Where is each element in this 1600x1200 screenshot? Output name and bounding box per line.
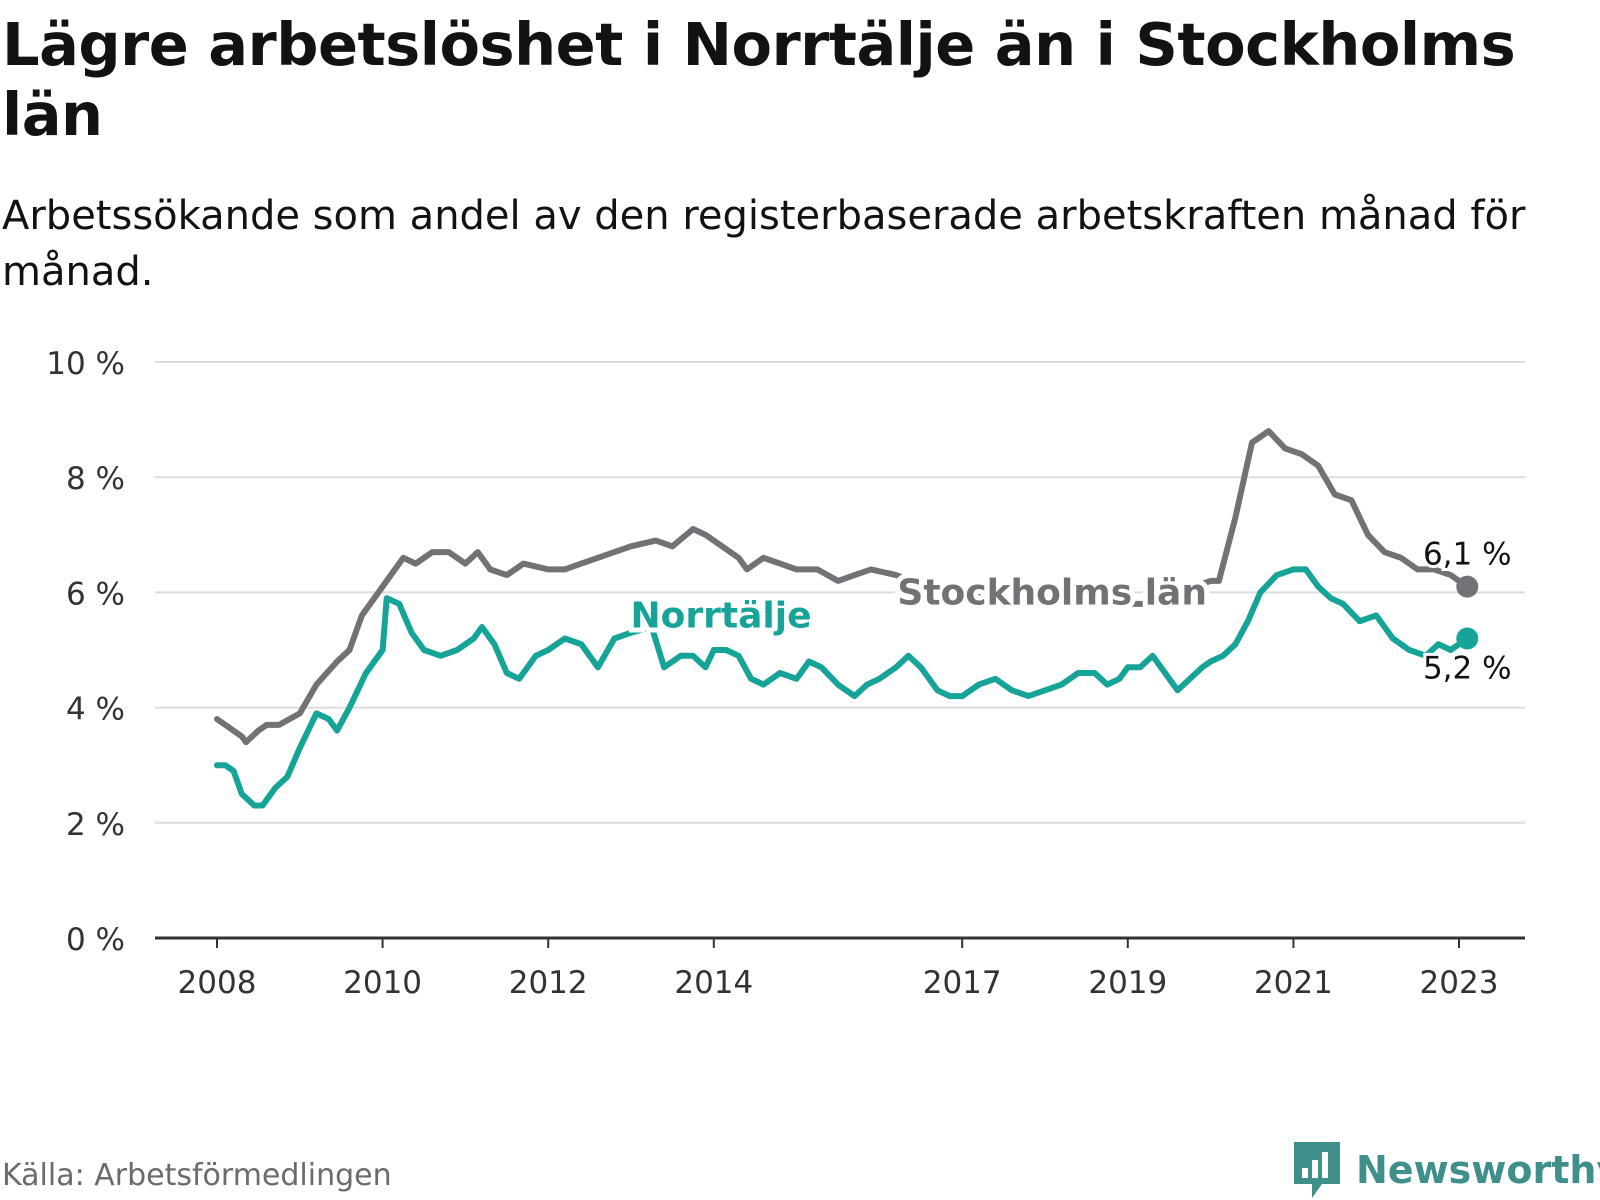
y-tick-label: 8 % — [66, 461, 125, 497]
series-label: Norrtälje — [631, 595, 812, 636]
x-tick-label: 2014 — [674, 965, 753, 1001]
chart-subtitle: Arbetssökande som andel av den registerb… — [2, 193, 1526, 295]
y-tick-label: 6 % — [66, 576, 125, 612]
y-tick-label: 10 % — [46, 346, 125, 382]
series-line-stockholms-l-n — [214, 428, 1471, 746]
x-tick-label: 2023 — [1420, 965, 1499, 1001]
y-tick-label: 4 % — [66, 692, 125, 728]
series-label: Stockholms län — [897, 572, 1207, 613]
chart-title: Lägre arbetslöshet i Norrtälje än i Stoc… — [2, 10, 1516, 149]
end-value-label: 5,2 % — [1423, 650, 1512, 686]
x-tick-label: 2012 — [509, 965, 588, 1001]
x-tick-label: 2021 — [1254, 965, 1333, 1001]
newsworthy-logo-icon — [1294, 1142, 1340, 1198]
x-tick-label: 2017 — [923, 965, 1002, 1001]
source-note: Källa: Arbetsförmedlingen — [2, 1158, 392, 1193]
series-line-norrt-lje — [214, 566, 1471, 809]
end-marker — [1456, 575, 1479, 598]
x-tick-label: 2008 — [178, 965, 257, 1001]
brand-name: Newsworthy — [1356, 1148, 1600, 1192]
y-tick-label: 0 % — [66, 922, 125, 958]
y-tick-label: 2 % — [66, 807, 125, 843]
x-tick-label: 2010 — [343, 965, 422, 1001]
x-tick-label: 2019 — [1088, 965, 1167, 1001]
brand[interactable]: Newsworthy — [1292, 1140, 1600, 1200]
end-value-label: 6,1 % — [1423, 537, 1512, 573]
end-marker — [1456, 627, 1479, 650]
